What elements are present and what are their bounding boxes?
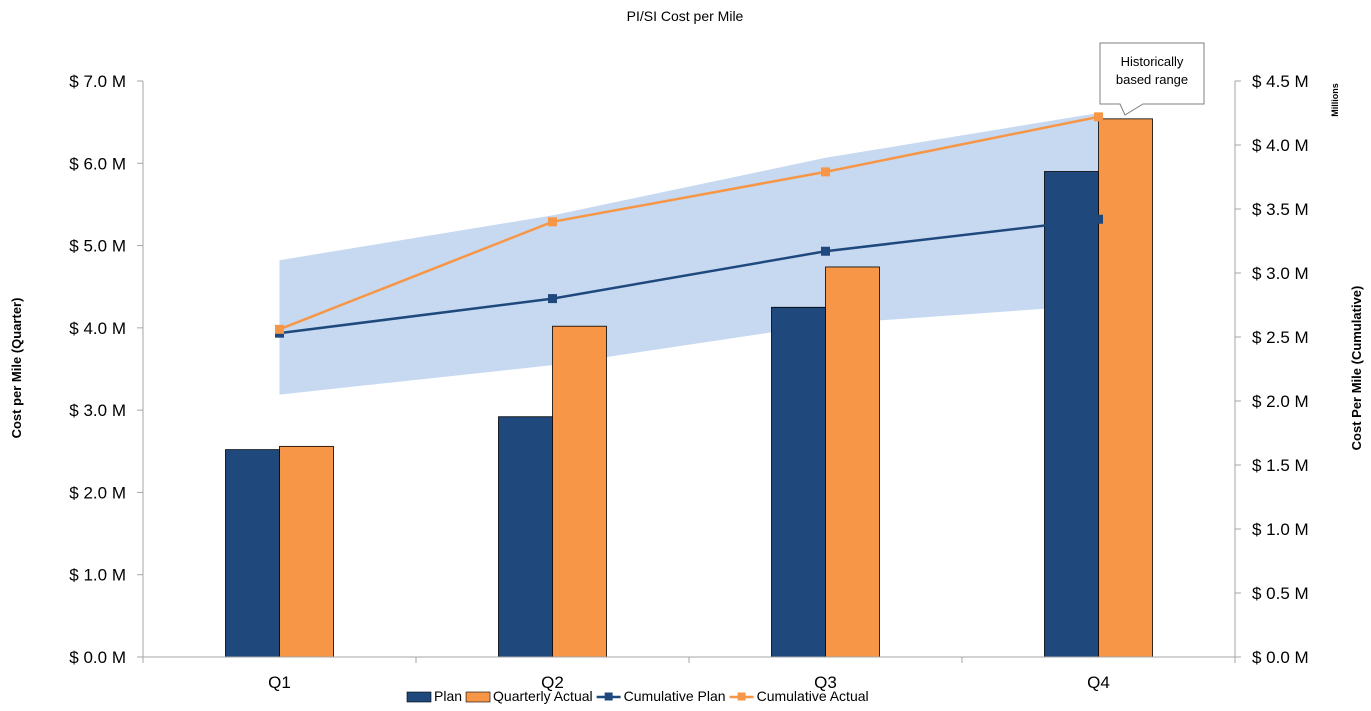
historical-range-band: [279, 113, 1099, 395]
x-tick-label-q1: Q1: [268, 673, 291, 692]
point-cumulative-plan-q4: [1094, 214, 1103, 224]
legend-marker-cumulative-actual: [737, 692, 746, 701]
y-left-tick-label: $ 2.0 M: [69, 483, 126, 502]
legend-label-cumulative-plan: Cumulative Plan: [624, 688, 726, 704]
bar-plan-q3: [771, 306, 826, 658]
point-cumulative-plan-q3: [821, 246, 830, 256]
y-right-tick-label: $ 3.5 M: [1252, 200, 1309, 219]
y-right-tick-label: $ 1.0 M: [1252, 520, 1309, 539]
y-right-tick-label: $ 4.5 M: [1252, 72, 1309, 91]
legend-marker-cumulative-plan: [604, 692, 613, 701]
point-cumulative-actual-q4: [1094, 112, 1103, 122]
y-left-tick-label: $ 7.0 M: [69, 72, 126, 91]
line-cumulative-actual: [279, 115, 1099, 331]
line-cumulative-plan: [279, 217, 1099, 335]
x-tick-label-q4: Q4: [1087, 673, 1110, 692]
legend-swatch-quarterly-actual: [465, 691, 491, 703]
bar-quarterly-actual-q2: [552, 325, 607, 658]
annotation-box: [1099, 42, 1205, 116]
y-right-tick-label: $ 3.0 M: [1252, 264, 1309, 283]
bar-plan-q4: [1044, 171, 1099, 658]
legend-label-quarterly-actual: Quarterly Actual: [493, 688, 593, 704]
point-cumulative-actual-q2: [548, 217, 557, 227]
bar-quarterly-actual-q1: [279, 445, 334, 658]
annotation-callout: Historically based range: [1099, 42, 1205, 116]
range-band-layer: [279, 113, 1099, 395]
legend-label-cumulative-actual: Cumulative Actual: [757, 688, 869, 704]
line-layer: [275, 112, 1103, 338]
bar-plan-q2: [498, 416, 553, 658]
bar-quarterly-actual-q4: [1098, 118, 1153, 658]
bar-plan-q1: [225, 449, 280, 658]
annotation-line-2: based range: [1116, 72, 1188, 87]
annotation-line-1: Historically: [1121, 54, 1184, 69]
y-right-unit-label: Millions: [1330, 83, 1340, 117]
y-right-axis-label: Cost Per Mile (Cumulative): [1349, 286, 1364, 451]
chart-title: PI/SI Cost per Mile: [627, 8, 744, 24]
bar-layer: [225, 118, 1153, 658]
y-left-tick-label: $ 5.0 M: [69, 237, 126, 256]
y-right-tick-label: $ 0.5 M: [1252, 584, 1309, 603]
legend-label-plan: Plan: [434, 688, 462, 704]
y-right-tick-label: $ 1.5 M: [1252, 456, 1309, 475]
point-cumulative-actual-q3: [821, 167, 830, 177]
y-left-tick-label: $ 1.0 M: [69, 566, 126, 585]
y-left-axis-label: Cost per Mile (Quarter): [9, 298, 24, 439]
y-right-tick-label: $ 2.5 M: [1252, 328, 1309, 347]
y-right-tick-label: $ 0.0 M: [1252, 648, 1309, 667]
legend-swatch-plan: [406, 691, 432, 703]
y-right-tick-label: $ 2.0 M: [1252, 392, 1309, 411]
bar-quarterly-actual-q3: [825, 266, 880, 658]
x-tick-label-q3: Q3: [814, 673, 837, 692]
y-left-tick-label: $ 4.0 M: [69, 319, 126, 338]
point-cumulative-actual-q1: [275, 324, 284, 334]
y-left-tick-label: $ 3.0 M: [69, 401, 126, 420]
y-left-tick-label: $ 0.0 M: [69, 648, 126, 667]
axis-layer: $ 0.0 M $ 1.0 M $ 2.0 M $ 3.0 M $ 4.0 M $ 5.0…: [69, 72, 1308, 692]
y-left-tick-label: $ 6.0 M: [69, 154, 126, 173]
x-tick-label-q2: Q2: [541, 673, 564, 692]
y-right-tick-label: $ 4.0 M: [1252, 136, 1309, 155]
legend: Plan Quarterly Actual Cumulative Plan Cumul…: [406, 688, 869, 704]
point-cumulative-plan-q2: [548, 294, 557, 304]
